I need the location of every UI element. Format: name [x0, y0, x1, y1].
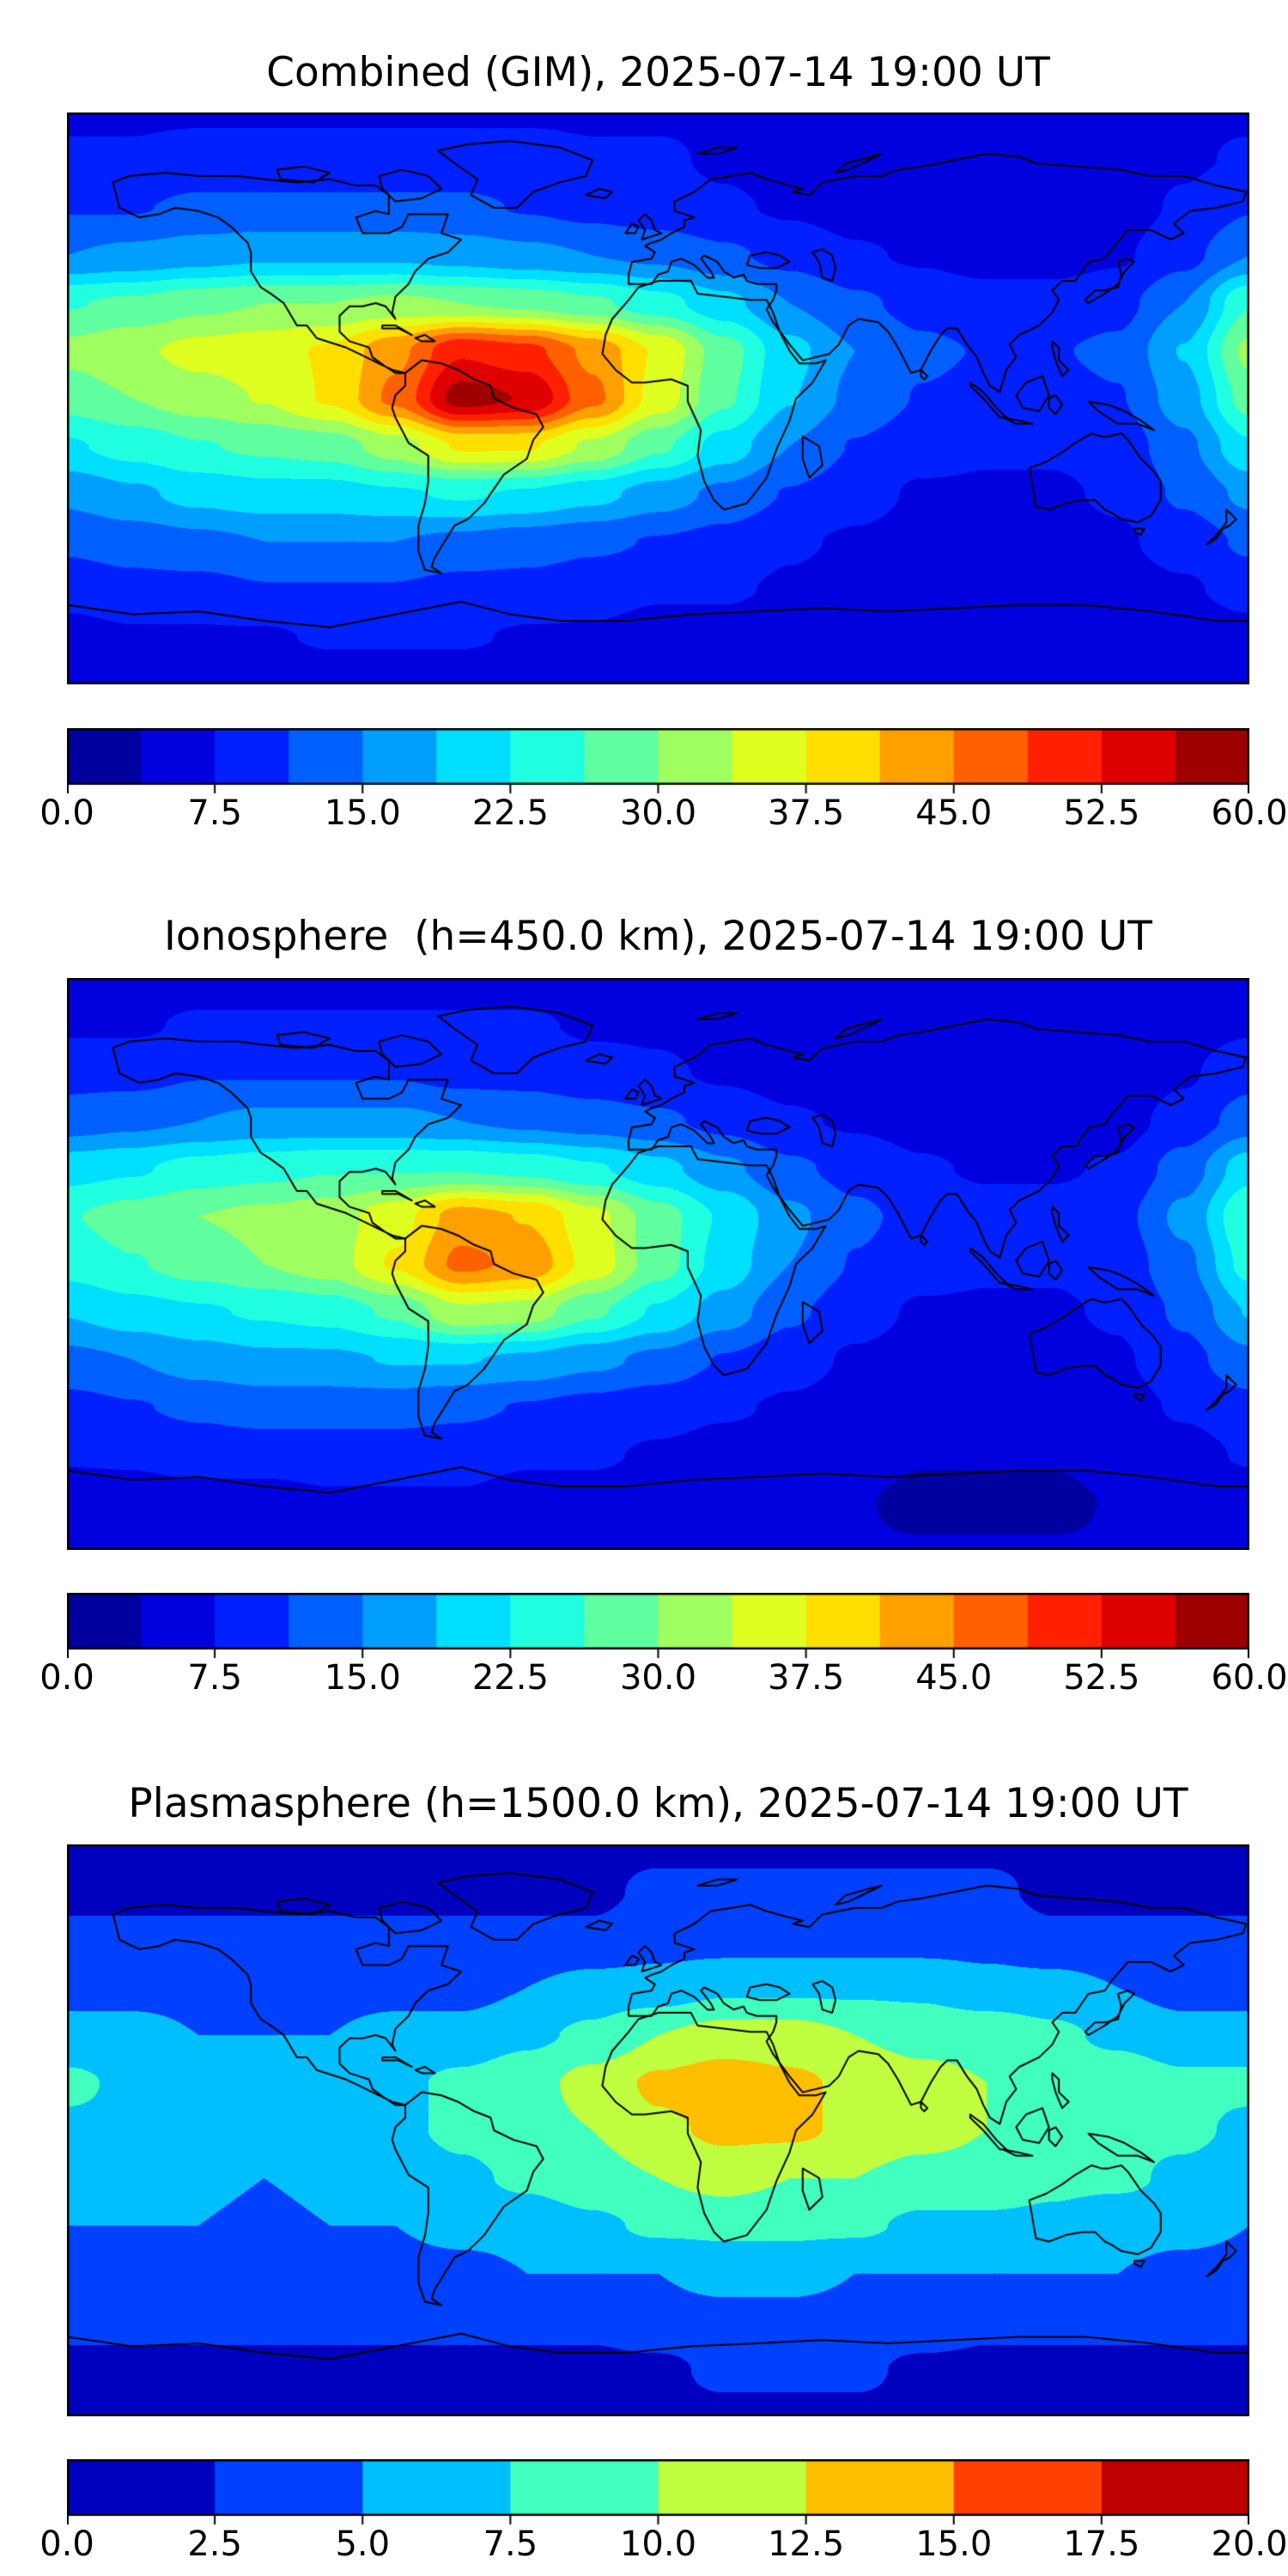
map-1-canvas — [67, 112, 1249, 684]
colorbar-3-tick-labels: 0.0 2.5 5.0 7.5 10.0 12.5 15.0 17.5 20.0 — [39, 2524, 1287, 2569]
panel-2-title: Ionosphere (h=450.0 km), 2025-07-14 19:0… — [163, 913, 1153, 960]
panel-3-title: Plasmasphere (h=1500.0 km), 2025-07-14 1… — [128, 1780, 1188, 1827]
colorbar-2-tick-labels: 0.0 7.5 15.0 22.5 30.0 37.5 45.0 52.5 60.0 — [39, 1658, 1287, 1703]
colorbar-tick-label: 0.0 — [39, 1658, 94, 1698]
colorbar-tick-label: 30.0 — [619, 1658, 697, 1698]
colorbar-tick-label: 0.0 — [39, 2524, 94, 2564]
panel-1-title: Combined (GIM), 2025-07-14 19:00 UT — [266, 49, 1050, 96]
colorbar-tick-label: 52.5 — [1063, 793, 1140, 833]
colorbar-tick-label: 45.0 — [915, 793, 993, 833]
colorbar-tick-label: 12.5 — [768, 2524, 845, 2564]
colorbar-1-canvas — [67, 728, 1249, 795]
colorbar-2-canvas — [67, 1593, 1249, 1660]
colorbar-tick-label: 37.5 — [768, 1658, 845, 1698]
map-3-canvas — [67, 1844, 1249, 2416]
colorbar-tick-label: 22.5 — [471, 1658, 549, 1698]
colorbar-tick-label: 15.0 — [324, 793, 401, 833]
map-2-canvas — [67, 978, 1249, 1550]
colorbar-tick-label: 22.5 — [471, 793, 549, 833]
colorbar-3-canvas — [67, 2459, 1249, 2526]
colorbar-tick-label: 0.0 — [39, 793, 94, 833]
colorbar-tick-label: 15.0 — [324, 1658, 401, 1698]
colorbar-tick-label: 60.0 — [1211, 793, 1288, 833]
colorbar-1-tick-labels: 0.0 7.5 15.0 22.5 30.0 37.5 45.0 52.5 60.0 — [39, 793, 1287, 838]
colorbar-tick-label: 7.5 — [187, 1658, 242, 1698]
colorbar-tick-label: 17.5 — [1063, 2524, 1140, 2564]
colorbar-tick-label: 2.5 — [187, 2524, 242, 2564]
colorbar-tick-label: 45.0 — [915, 1658, 993, 1698]
colorbar-tick-label: 30.0 — [619, 793, 697, 833]
colorbar-tick-label: 52.5 — [1063, 1658, 1140, 1698]
colorbar-tick-label: 37.5 — [768, 793, 845, 833]
colorbar-tick-label: 7.5 — [483, 2524, 538, 2564]
colorbar-tick-label: 7.5 — [187, 793, 242, 833]
colorbar-tick-label: 15.0 — [915, 2524, 993, 2564]
colorbar-tick-label: 60.0 — [1211, 1658, 1288, 1698]
colorbar-tick-label: 20.0 — [1211, 2524, 1288, 2564]
colorbar-tick-label: 5.0 — [335, 2524, 391, 2564]
colorbar-tick-label: 10.0 — [619, 2524, 697, 2564]
